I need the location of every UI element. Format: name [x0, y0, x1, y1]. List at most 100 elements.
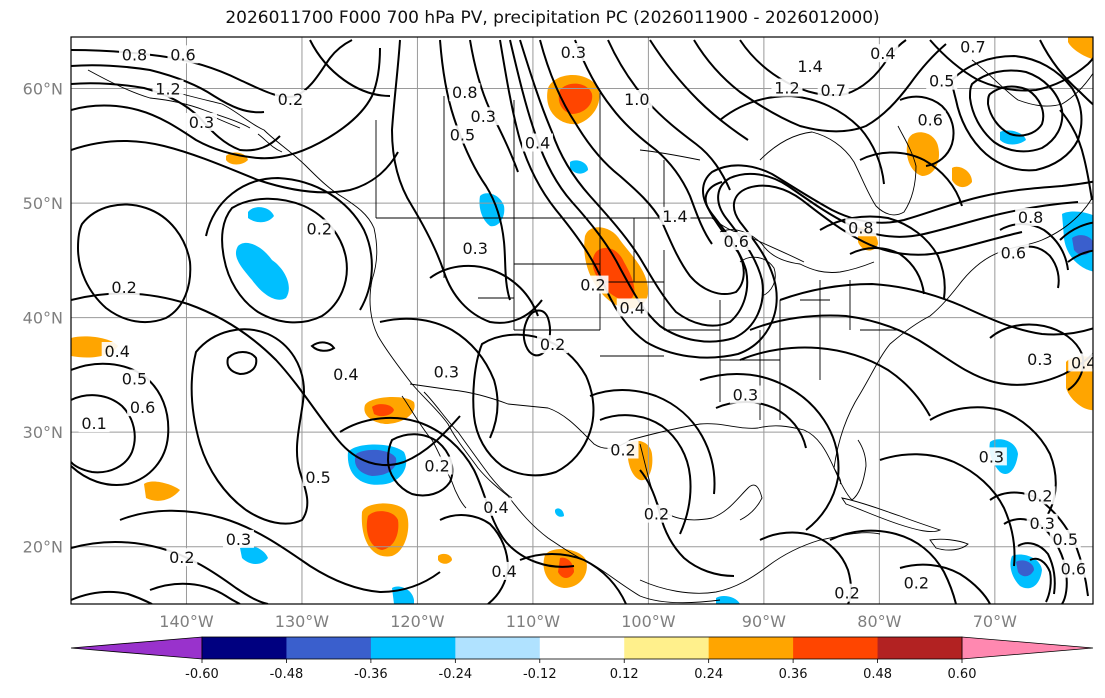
- pv-contour-label: 0.2: [307, 219, 332, 238]
- contour-label-background: [488, 561, 520, 580]
- contour-label-background: [421, 456, 453, 475]
- colorbar-segment: [539, 637, 625, 659]
- contour-label-background: [522, 133, 554, 152]
- pv-contour-label: 0.2: [834, 584, 859, 603]
- contour-label-background: [577, 275, 609, 294]
- longitude-tick-label: 120°W: [390, 612, 445, 631]
- pv-contour-label: 0.4: [525, 134, 550, 153]
- state-border: [443, 218, 900, 420]
- pv-contour: [1059, 109, 1093, 201]
- contour-label-background: [185, 112, 217, 131]
- colorbar-segment: [793, 637, 879, 659]
- contour-label-background: [845, 218, 877, 237]
- pv-contour: [749, 314, 1093, 386]
- pv-contour: [221, 197, 348, 324]
- pv-contour-label: 0.2: [904, 573, 929, 592]
- longitude-axis: 140°W 130°W 120°W 110°W 100°W 90°W 80°W 70°W: [159, 612, 1017, 631]
- pv-contour: [989, 323, 1085, 391]
- contour-label-background: [900, 573, 932, 592]
- pv-contour: [499, 39, 1023, 359]
- anomaly-positive-patch: [1068, 37, 1093, 60]
- anomaly-positive-core: [372, 404, 394, 417]
- pv-contour-label: 0.8: [452, 83, 477, 102]
- contour-label-background: [1026, 513, 1058, 532]
- contour-label-background: [108, 277, 140, 296]
- contour-label-background: [607, 440, 639, 459]
- colorbar-tick-label: 0.60: [948, 667, 977, 682]
- contour-label-background: [1068, 353, 1093, 372]
- pv-contour: [71, 362, 170, 486]
- colorbar-segment: [202, 637, 287, 659]
- contour-label-background: [1015, 207, 1047, 226]
- contour-label-background: [119, 45, 151, 64]
- pv-contour: [429, 264, 539, 317]
- contour-label-background: [997, 243, 1029, 262]
- map-frame: [70, 36, 1094, 605]
- longitude-tick-label: 110°W: [506, 612, 561, 631]
- pv-contour-label: 0.6: [1061, 560, 1086, 579]
- latitude-axis: 60°N 50°N 40°N 30°N 20°N: [23, 80, 63, 557]
- pv-contour-label: 1.2: [155, 80, 180, 99]
- pv-contour: [339, 416, 575, 568]
- colorbar-segment: [877, 637, 963, 659]
- pv-contour: [986, 85, 1045, 137]
- contour-label-background: [640, 504, 672, 523]
- pv-contour-label: 1.0: [624, 90, 649, 109]
- contour-label-background: [831, 583, 863, 602]
- colorbar-segment: [455, 637, 541, 659]
- pv-contour-labels: 0.8 0.61.20.30.20.30.80.50.30.41.01.41.2 0…: [78, 37, 1093, 603]
- pv-contour: [879, 453, 1016, 567]
- pv-contour-label: 0.2: [580, 276, 605, 295]
- contour-label-background: [926, 71, 958, 90]
- contour-label-background: [914, 110, 946, 129]
- colorbar-extend-min: [70, 636, 203, 660]
- pv-contour-label: 0.1: [81, 414, 106, 433]
- pv-contour: [599, 414, 692, 535]
- pv-contour: [649, 39, 749, 141]
- colorbar-tick-label: -0.36: [354, 667, 388, 682]
- latitude-tick-label: 30°N: [23, 423, 63, 442]
- pv-contour-label: 0.2: [424, 457, 449, 476]
- hispaniola: [929, 538, 969, 551]
- anomaly-negative-patch: [716, 596, 740, 604]
- pv-contour: [899, 563, 991, 604]
- coastline: [167, 89, 721, 604]
- pv-contour: [76, 203, 192, 324]
- pv-contour: [574, 39, 713, 245]
- colorbar-segment: [370, 637, 456, 659]
- contour-label-background: [771, 78, 803, 97]
- pv-contour: [119, 509, 441, 594]
- pv-contour: [779, 282, 1093, 336]
- pv-contour-label: 0.3: [733, 386, 758, 405]
- anomaly-positive-patch: [144, 481, 180, 501]
- contour-label-background: [152, 79, 184, 98]
- longitude-tick-label: 100°W: [621, 612, 676, 631]
- longitude-tick-label: 70°W: [973, 612, 1017, 631]
- pv-contour: [205, 176, 373, 311]
- pv-contour-label: 0.3: [226, 530, 251, 549]
- pv-contour-label: 0.3: [462, 239, 487, 258]
- pv-contour-label: 0.4: [483, 498, 508, 517]
- pv-contour: [999, 223, 1069, 271]
- contour-label-background: [621, 90, 653, 108]
- contour-label-background: [430, 362, 462, 381]
- colorbar-tick-label: 0.48: [863, 667, 892, 682]
- anomaly-negative-patch: [240, 545, 268, 564]
- pv-contour: [719, 94, 885, 185]
- contour-label-background: [720, 232, 752, 251]
- contour-label-background: [1024, 486, 1056, 505]
- anomaly-negative-patch: [235, 242, 289, 300]
- pv-contour-label: 0.2: [111, 278, 136, 297]
- pv-contour-label: 0.6: [1001, 243, 1026, 262]
- pv-contour: [1029, 557, 1052, 603]
- longitude-tick-label: 80°W: [857, 612, 901, 631]
- contour-label-background: [119, 369, 151, 388]
- pv-contour-label: 0.4: [333, 365, 358, 384]
- contour-label-background: [794, 56, 826, 75]
- contour-label-background: [659, 206, 691, 225]
- contour-label-background: [167, 45, 199, 64]
- pv-contour: [379, 317, 499, 439]
- contour-label-background: [467, 107, 499, 126]
- contour-label-background: [616, 298, 648, 317]
- pv-contour: [71, 64, 265, 114]
